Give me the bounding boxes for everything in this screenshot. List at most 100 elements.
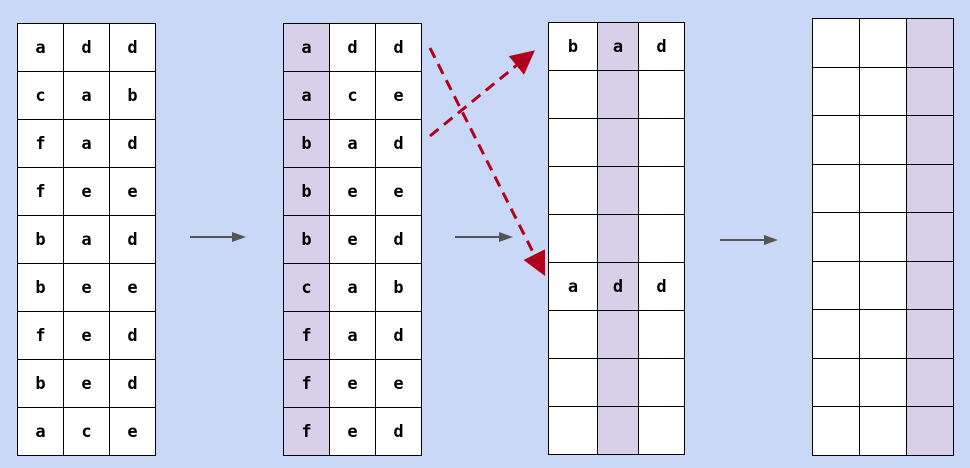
table-cell (598, 71, 638, 118)
table-cell: b (549, 23, 597, 70)
table-cell (907, 358, 953, 406)
table-cell (860, 310, 906, 358)
table-cell (860, 19, 906, 67)
table-cell (549, 71, 597, 118)
table-cell (860, 358, 906, 406)
table-cell: d (639, 23, 684, 70)
table-cell: a (549, 263, 597, 310)
table-cell: c (18, 72, 63, 119)
table-cell (860, 261, 906, 309)
table-cell (813, 19, 859, 67)
table-cell (549, 119, 597, 166)
table-cell (907, 19, 953, 67)
table-cell: f (284, 312, 329, 359)
table-cell: e (64, 168, 109, 215)
table-cell: b (18, 216, 63, 263)
table-cell: e (110, 168, 155, 215)
table-cell: a (330, 264, 375, 311)
table-cell: d (110, 312, 155, 359)
table-cell: b (284, 120, 329, 167)
table-cell: b (18, 360, 63, 407)
table-cell (907, 407, 953, 455)
table-cell: d (110, 120, 155, 167)
table-cell (813, 116, 859, 164)
table-cell: f (18, 120, 63, 167)
table-cell (598, 119, 638, 166)
table-cell: b (284, 216, 329, 263)
table-cell: e (110, 264, 155, 311)
table-cell (598, 407, 638, 454)
table-cell: a (284, 24, 329, 71)
table-cell: a (598, 23, 638, 70)
table-cell (907, 261, 953, 309)
table-cell (813, 213, 859, 261)
table-cell (549, 407, 597, 454)
table-cell (639, 311, 684, 358)
table-cell: f (284, 408, 329, 455)
table-cell: e (64, 312, 109, 359)
table-cell: a (18, 24, 63, 71)
table-cell: d (110, 24, 155, 71)
table-cell: a (18, 408, 63, 455)
table-cell: d (639, 263, 684, 310)
table-cell: d (598, 263, 638, 310)
table-cell (598, 359, 638, 406)
table-cell (598, 215, 638, 262)
table-cell (813, 67, 859, 115)
table-cell (598, 167, 638, 214)
table-cell: e (330, 168, 375, 215)
table-cell (639, 359, 684, 406)
swap-arrow-down (428, 47, 546, 277)
table-cell: c (64, 408, 109, 455)
table-cell: f (284, 360, 329, 407)
table-cell (598, 311, 638, 358)
table-cell: e (64, 264, 109, 311)
table-cell (549, 167, 597, 214)
table-cell (639, 119, 684, 166)
table-cell (860, 407, 906, 455)
table-cell: a (64, 216, 109, 263)
table-cell: e (376, 360, 421, 407)
table-cell: d (376, 312, 421, 359)
table-cell: a (330, 120, 375, 167)
table-cell: e (64, 360, 109, 407)
table-cell (639, 71, 684, 118)
table-cell (549, 359, 597, 406)
flow-arrow-3 (720, 235, 778, 245)
table-cell: b (284, 168, 329, 215)
table-cell: d (110, 360, 155, 407)
table-cell (639, 407, 684, 454)
table-cell: f (18, 312, 63, 359)
table-cell (639, 167, 684, 214)
table-cell (907, 67, 953, 115)
table-cell (813, 310, 859, 358)
table-cell: d (64, 24, 109, 71)
table-cell: e (376, 168, 421, 215)
flow-arrow-1 (190, 232, 246, 242)
table-cell: b (110, 72, 155, 119)
table-cell: d (376, 120, 421, 167)
table-cell (860, 67, 906, 115)
table-cell: f (18, 168, 63, 215)
table-cell: a (330, 312, 375, 359)
table-cell: c (330, 72, 375, 119)
table-cell (907, 116, 953, 164)
table-cell: e (330, 216, 375, 263)
table-sorted-by-column-3 (812, 18, 954, 456)
table-cell: d (376, 24, 421, 71)
swap-arrow-up (429, 50, 535, 138)
table-cell: b (18, 264, 63, 311)
table-cell: d (330, 24, 375, 71)
table-cell (549, 311, 597, 358)
table-cell (813, 261, 859, 309)
table-cell: d (110, 216, 155, 263)
table-cell: e (376, 72, 421, 119)
table-cell (813, 164, 859, 212)
table-cell: d (376, 408, 421, 455)
table-cell (813, 358, 859, 406)
table-cell (907, 310, 953, 358)
table-cell (860, 213, 906, 261)
